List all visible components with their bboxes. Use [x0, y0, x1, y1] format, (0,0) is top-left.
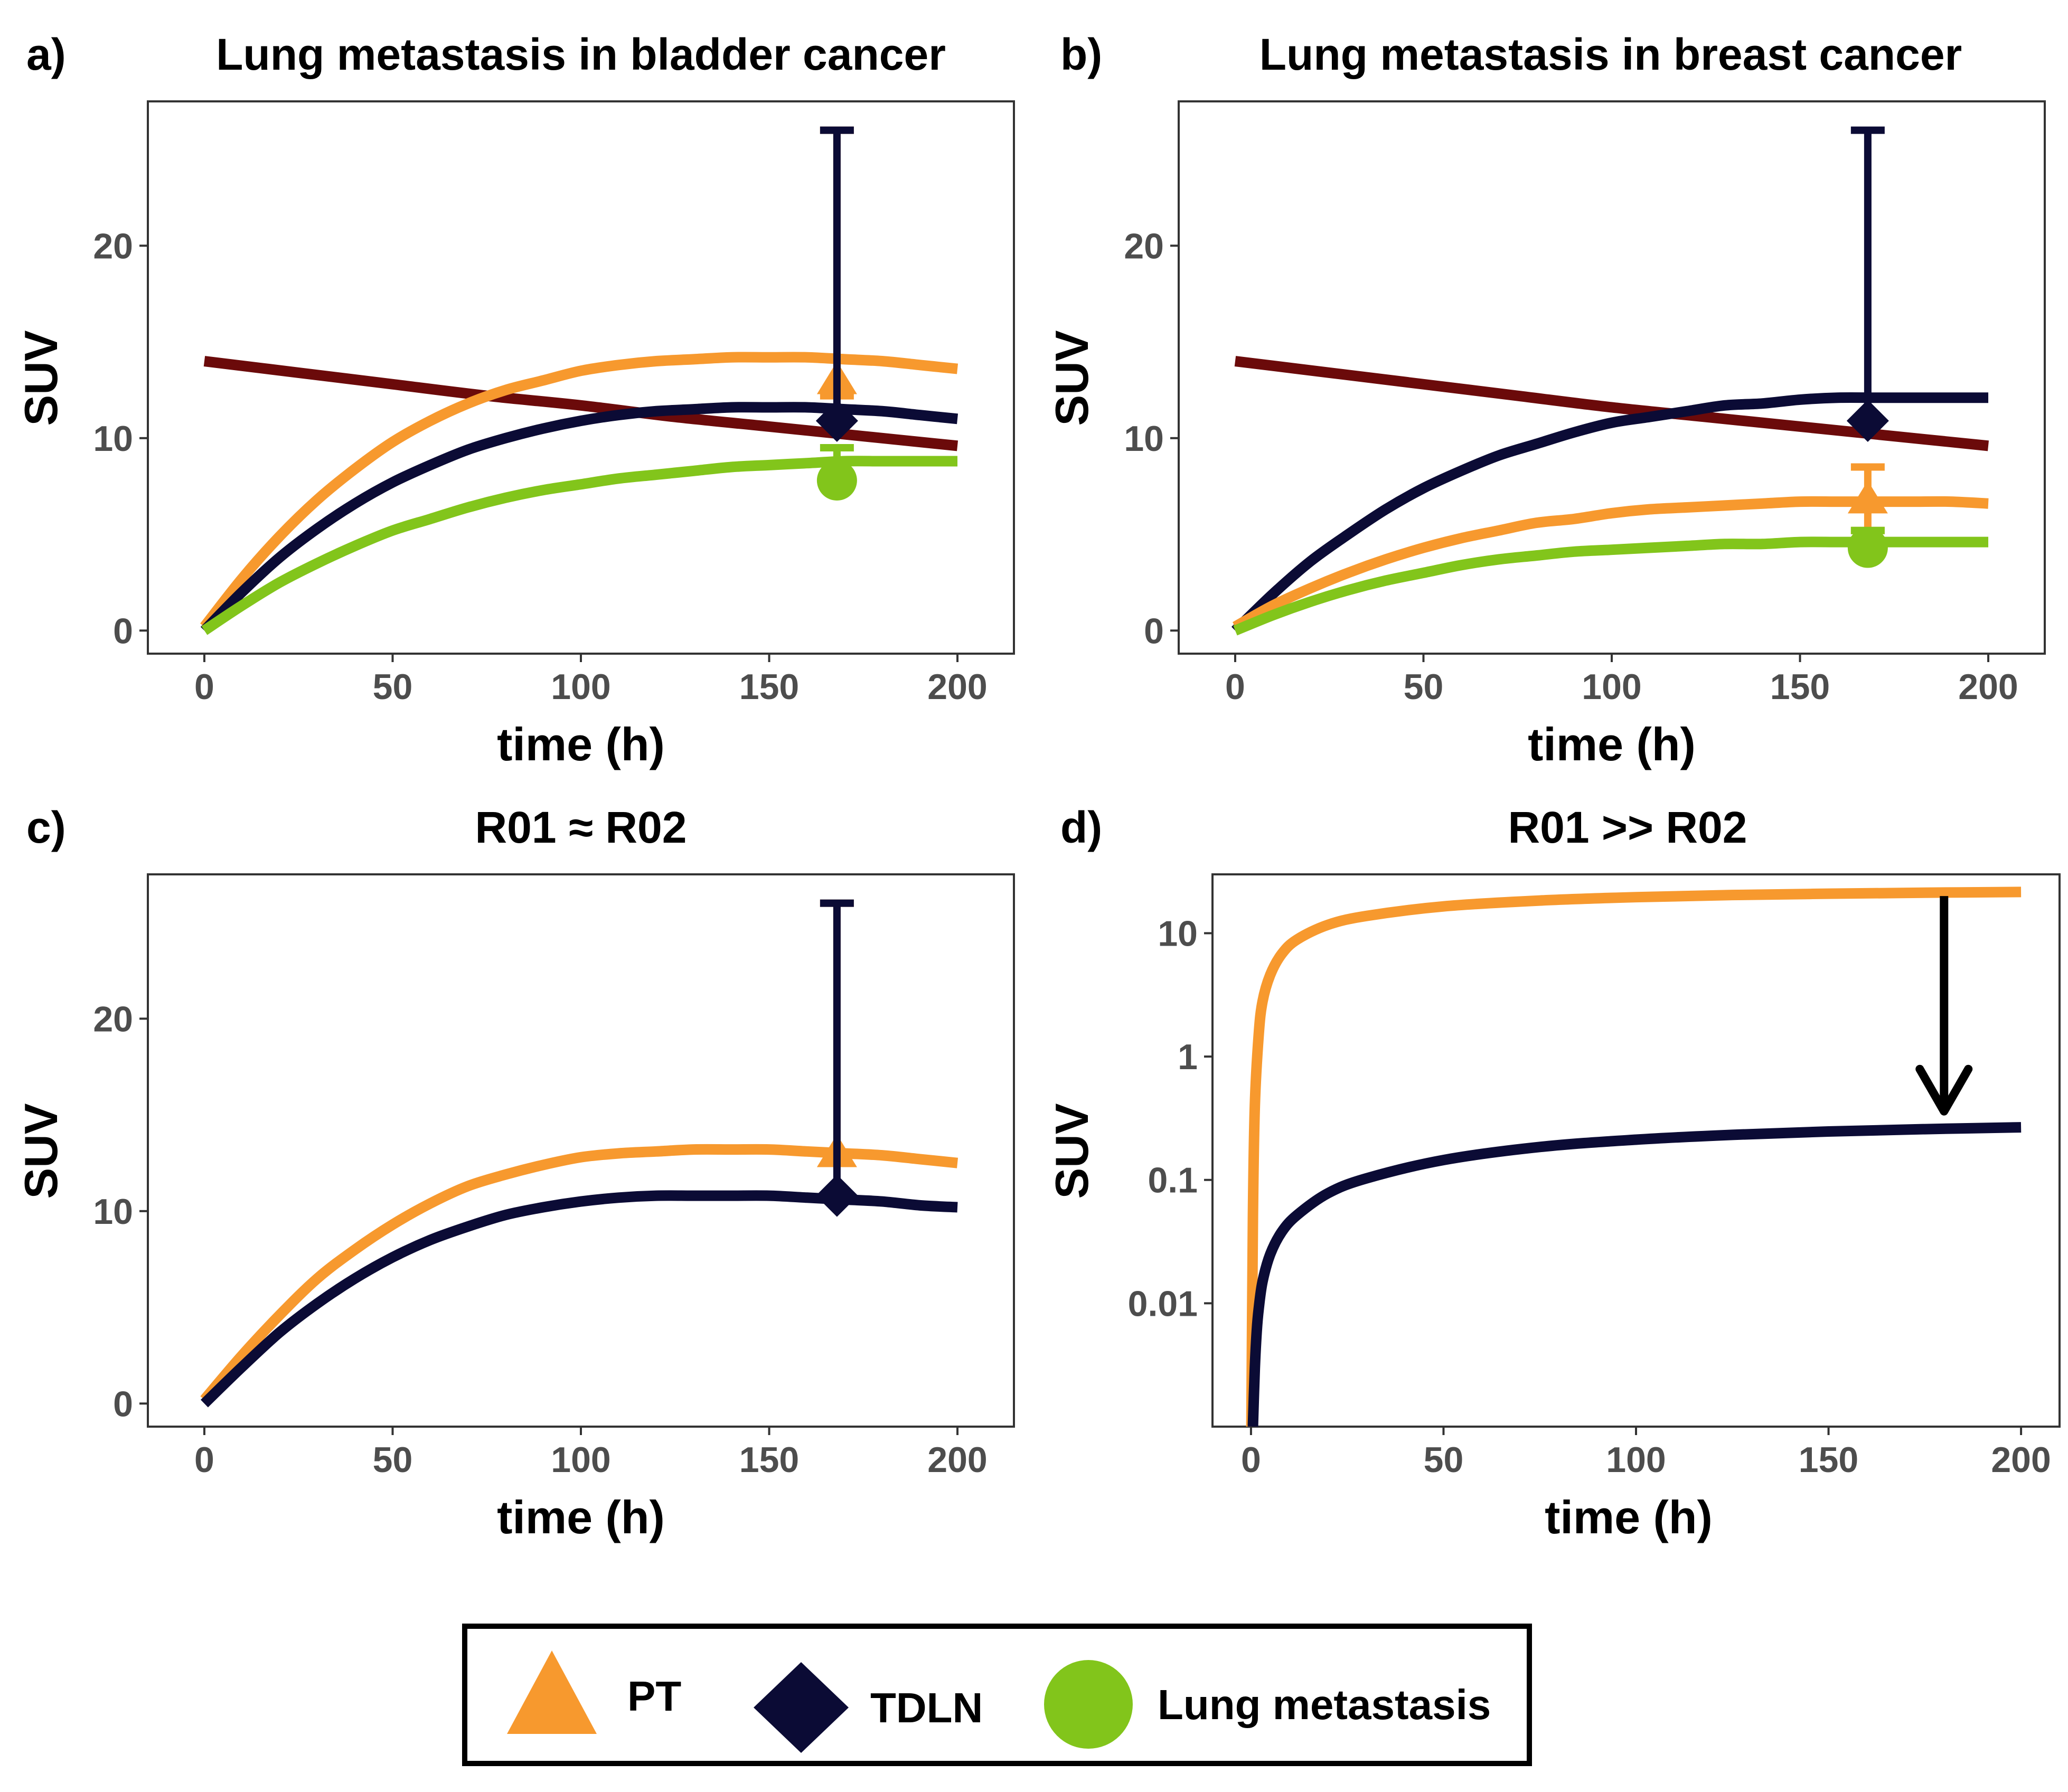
y-tick-label: 10: [93, 1192, 133, 1232]
y-tick-label: 1: [1178, 1037, 1198, 1077]
panel-letter: b): [1060, 30, 1102, 79]
legend-item-pt: PT: [507, 1650, 681, 1734]
panel-d: d) R01 >> R02 0 50 100 150 200 0.01 0.1 1 10 tim…: [1046, 803, 2061, 1543]
x-tick-label: 100: [1606, 1440, 1666, 1480]
x-tick-label: 150: [739, 667, 799, 707]
legend-circle-marker: [1044, 1660, 1133, 1749]
y-axis-label: SUV: [15, 330, 67, 426]
x-tick-label: 200: [1991, 1440, 2051, 1480]
legend-diamond-marker: [754, 1662, 849, 1753]
y-axis-label: SUV: [1046, 330, 1098, 426]
legend-label: TDLN: [870, 1684, 983, 1731]
x-tick-label: 150: [1770, 667, 1830, 707]
x-tick-label: 50: [373, 667, 413, 707]
lung-metastasis-marker: [816, 460, 857, 501]
legend-label: Lung metastasis: [1158, 1681, 1491, 1728]
x-tick-label: 100: [551, 1440, 610, 1480]
tdln-curve: [1231, 392, 1989, 635]
x-tick-label: 50: [1404, 667, 1444, 707]
tdln-curve: [1247, 1122, 2022, 1427]
legend-triangle-marker: [507, 1650, 597, 1734]
x-tick-label: 0: [1241, 1440, 1261, 1480]
y-tick-label: 10: [93, 419, 133, 459]
y-tick-label: 20: [93, 226, 133, 266]
x-tick-label: 150: [1799, 1440, 1858, 1480]
x-tick-label: 0: [194, 667, 214, 707]
x-axis-label: time (h): [1545, 1491, 1713, 1543]
legend-item-lung: Lung metastasis: [1044, 1660, 1491, 1749]
y-tick-label: 0.01: [1128, 1284, 1198, 1324]
lung-metastasis-marker: [1847, 527, 1888, 568]
panel-title: Lung metastasis in bladder cancer: [216, 30, 946, 79]
x-axis-label: time (h): [497, 718, 665, 770]
panel-letter: a): [26, 30, 66, 79]
x-tick-label: 0: [194, 1440, 214, 1480]
y-tick-label: 10: [1124, 419, 1164, 459]
panel-b: b) Lung metastasis in breast cancer 0 50 1…: [1046, 30, 2046, 770]
x-tick-label: 100: [1582, 667, 1641, 707]
legend-label: PT: [627, 1673, 681, 1720]
y-tick-label: 10: [1158, 913, 1198, 954]
plot-area: 0 50 100 150 200 0 10 20: [93, 899, 988, 1480]
y-tick-label: 0: [113, 611, 133, 651]
x-axis-label: time (h): [497, 1491, 665, 1543]
panel-letter: c): [26, 803, 66, 852]
x-tick-label: 100: [551, 667, 610, 707]
y-tick-label: 0.1: [1148, 1161, 1198, 1201]
y-tick-label: 20: [93, 999, 133, 1039]
tdln-marker: [815, 1174, 858, 1217]
legend: PT TDLN Lung metastasis: [462, 1624, 1532, 1766]
legend-item-tdln: TDLN: [754, 1662, 983, 1753]
panel-title: R01 ≈ R02: [475, 803, 687, 852]
plot-area: 0 50 100 150 200 0 10 20: [93, 126, 988, 707]
y-tick-label: 0: [1144, 611, 1164, 651]
y-tick-label: 0: [113, 1384, 133, 1424]
plot-area: 0 50 100 150 200 0.01 0.1 1 10: [1128, 886, 2051, 1480]
x-axis-label: time (h): [1528, 718, 1696, 770]
panel-title: R01 >> R02: [1508, 803, 1747, 852]
x-tick-label: 200: [927, 1440, 987, 1480]
x-tick-label: 150: [739, 1440, 799, 1480]
panel-title: Lung metastasis in breast cancer: [1259, 30, 1962, 79]
x-tick-label: 50: [1424, 1440, 1464, 1480]
y-tick-label: 20: [1124, 226, 1164, 266]
tdln-marker: [815, 400, 858, 442]
pt-curve: [200, 352, 958, 630]
legend-frame: [462, 1624, 1532, 1766]
arrow-head: [1915, 1064, 1973, 1116]
panel-a: a) Lung metastasis in bladder cancer 0 50…: [15, 30, 1015, 770]
y-axis-label: SUV: [15, 1103, 67, 1199]
pt-marker: [1847, 480, 1888, 514]
panel-letter: d): [1060, 803, 1102, 852]
x-tick-label: 200: [927, 667, 987, 707]
x-tick-label: 0: [1225, 667, 1245, 707]
y-axis-label: SUV: [1046, 1103, 1098, 1199]
plot-area: 0 50 100 150 200 0 10 20: [1124, 126, 2018, 707]
x-tick-label: 50: [373, 1440, 413, 1480]
x-tick-label: 200: [1958, 667, 2018, 707]
pt-curve: [1246, 886, 2022, 1427]
tdln-marker: [1846, 400, 1889, 442]
